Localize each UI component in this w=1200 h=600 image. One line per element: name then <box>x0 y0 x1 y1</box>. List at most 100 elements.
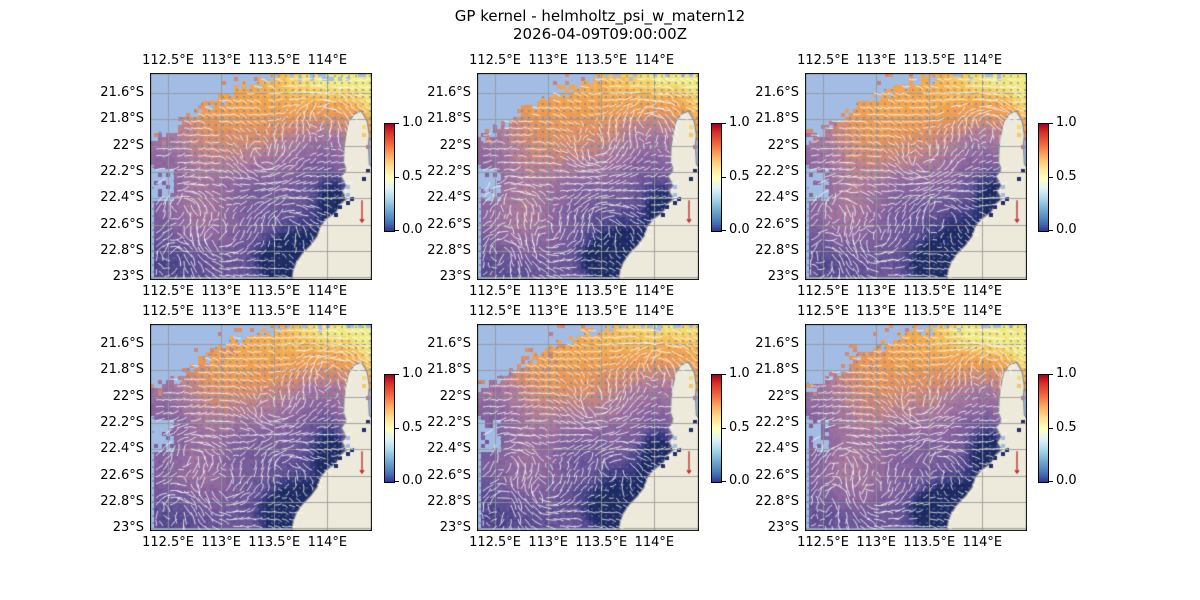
y-tick-label: 21.6°S <box>427 335 471 351</box>
colorbar-tick-label: 1.0 <box>729 115 750 130</box>
y-tick-label: 22.8°S <box>100 242 144 258</box>
y-tick-label: 21.8°S <box>100 111 144 127</box>
y-tick-label: 22.4°S <box>100 190 144 206</box>
x-tick-label-bottom: 113°E <box>528 284 568 299</box>
x-tick-label-top: 113.5°E <box>903 53 956 68</box>
map-canvas-r0c2 <box>805 73 1027 280</box>
colorbar-tick-label: 0.5 <box>402 419 423 435</box>
colorbar-tick <box>722 230 726 231</box>
y-tick-label: 21.8°S <box>755 111 799 127</box>
x-tick-label-top: 112.5°E <box>469 304 522 319</box>
y-tick-label: 22.8°S <box>755 493 799 509</box>
x-tick-label-top: 113.5°E <box>575 53 628 68</box>
x-tick-label-bottom: 112.5°E <box>469 284 522 299</box>
x-tick-label-bottom: 112.5°E <box>142 284 195 299</box>
y-tick-label: 21.6°S <box>755 335 799 351</box>
y-tick-label: 22.2°S <box>427 163 471 179</box>
x-tick-label-bottom: 112.5°E <box>797 535 850 550</box>
x-tick-label-bottom: 113.5°E <box>575 284 628 299</box>
x-tick-label-top: 113°E <box>201 304 241 319</box>
colorbar-tick-label: 0.0 <box>402 222 423 237</box>
x-tick-label-top: 113.5°E <box>248 53 301 68</box>
y-tick-label: 21.8°S <box>427 111 471 127</box>
colorbar-tick <box>722 481 726 482</box>
x-tick-label-bottom: 113°E <box>528 535 568 550</box>
y-tick-label: 22.8°S <box>755 242 799 258</box>
x-tick-label-top: 113°E <box>201 53 241 68</box>
y-tick-label: 22°S <box>112 137 144 153</box>
x-tick-label-bottom: 114°E <box>307 535 348 550</box>
colorbar-tick <box>722 374 726 375</box>
x-tick-label-top: 113°E <box>856 53 896 68</box>
y-tick-label: 22.6°S <box>755 216 799 232</box>
x-tick-label-top: 114°E <box>962 53 1003 68</box>
colorbar-tick <box>722 427 726 429</box>
y-tick-label: 21.8°S <box>100 362 144 378</box>
y-tick-label: 22.4°S <box>100 441 144 457</box>
y-tick-label: 22.6°S <box>427 467 471 483</box>
chart-subtitle: 2026-04-09T09:00:00Z <box>513 25 687 43</box>
colorbar <box>384 123 395 232</box>
x-tick-label-top: 113°E <box>528 304 568 319</box>
y-tick-label: 22.6°S <box>427 216 471 232</box>
y-tick-label: 22.2°S <box>100 414 144 430</box>
x-tick-label-bottom: 114°E <box>307 284 348 299</box>
colorbar-tick-label: 1.0 <box>1056 366 1077 381</box>
map-canvas-r1c0 <box>150 324 372 531</box>
colorbar-tick <box>395 374 399 375</box>
y-tick-label: 22.6°S <box>100 467 144 483</box>
y-tick-label: 23°S <box>112 520 144 536</box>
x-tick-label-top: 113°E <box>528 53 568 68</box>
x-tick-label-top: 114°E <box>634 53 675 68</box>
colorbar <box>1038 374 1049 483</box>
y-tick-label: 22.2°S <box>100 163 144 179</box>
x-tick-label-bottom: 114°E <box>962 284 1003 299</box>
x-tick-label-top: 114°E <box>307 304 348 319</box>
x-tick-label-top: 113.5°E <box>575 304 628 319</box>
x-tick-label-bottom: 113.5°E <box>903 284 956 299</box>
y-tick-label: 22.2°S <box>427 414 471 430</box>
colorbar-tick-label: 0.0 <box>402 473 423 488</box>
x-tick-label-bottom: 113°E <box>856 535 896 550</box>
colorbar-tick-label: 1.0 <box>729 366 750 381</box>
y-tick-label: 22.4°S <box>427 190 471 206</box>
x-tick-label-top: 114°E <box>962 304 1003 319</box>
colorbar-tick <box>1049 123 1053 124</box>
colorbar-tick <box>395 123 399 124</box>
colorbar-tick-label: 0.0 <box>729 473 750 488</box>
colorbar-tick-label: 0.0 <box>1056 473 1077 488</box>
y-tick-label: 23°S <box>112 269 144 285</box>
map-canvas-r1c1 <box>477 324 699 531</box>
y-tick-label: 22°S <box>767 388 799 404</box>
colorbar-tick <box>722 123 726 124</box>
y-tick-label: 22°S <box>439 137 471 153</box>
x-tick-label-bottom: 113°E <box>201 284 241 299</box>
y-tick-label: 22.8°S <box>427 242 471 258</box>
colorbar-tick <box>395 427 399 429</box>
y-tick-label: 21.6°S <box>100 335 144 351</box>
y-tick-label: 22°S <box>439 388 471 404</box>
colorbar-tick <box>1049 230 1053 231</box>
x-tick-label-bottom: 114°E <box>634 284 675 299</box>
x-tick-label-top: 112.5°E <box>797 304 850 319</box>
y-tick-label: 22.6°S <box>755 467 799 483</box>
colorbar-tick-label: 0.0 <box>1056 222 1077 237</box>
colorbar-tick <box>395 481 399 482</box>
y-tick-label: 21.8°S <box>427 362 471 378</box>
colorbar-tick <box>1049 427 1053 429</box>
colorbar-tick <box>1049 481 1053 482</box>
colorbar-tick-label: 0.5 <box>729 419 750 435</box>
y-tick-label: 22.4°S <box>755 441 799 457</box>
y-tick-label: 21.8°S <box>755 362 799 378</box>
x-tick-label-top: 113.5°E <box>248 304 301 319</box>
x-tick-label-bottom: 112.5°E <box>797 284 850 299</box>
y-tick-label: 22.2°S <box>755 414 799 430</box>
colorbar <box>711 123 722 232</box>
y-tick-label: 22.4°S <box>755 190 799 206</box>
x-tick-label-top: 113.5°E <box>903 304 956 319</box>
colorbar <box>711 374 722 483</box>
y-tick-label: 23°S <box>767 269 799 285</box>
y-tick-label: 22.8°S <box>100 493 144 509</box>
